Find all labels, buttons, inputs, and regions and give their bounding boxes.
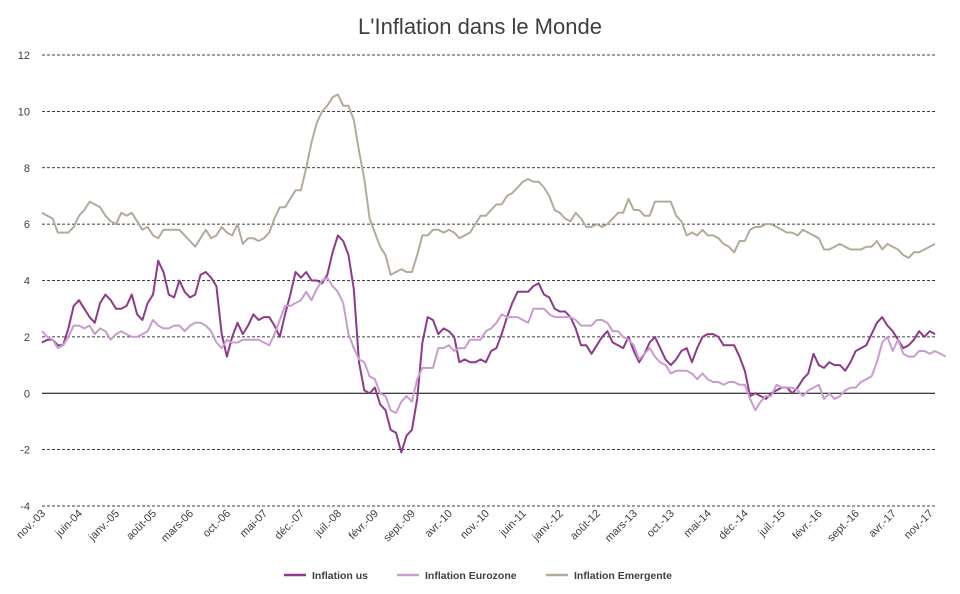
x-axis-tick-labels: nov.-03 juin-04 janv.-05 août-05 mars-06 oct.… (14, 508, 936, 545)
y-tick-label: 8 (24, 163, 30, 175)
x-tick-label: avr.-17 (867, 508, 899, 540)
x-tick-label: août-05 (124, 508, 159, 543)
y-tick-label: 0 (24, 388, 30, 400)
chart-title: L'Inflation dans le Monde (358, 14, 602, 39)
y-tick-label: -2 (20, 445, 30, 457)
x-tick-label: mai-07 (238, 508, 270, 540)
x-tick-label: sept.-09 (381, 508, 418, 545)
x-tick-label: févr.-09 (347, 508, 381, 542)
x-tick-label: oct.-13 (645, 508, 677, 540)
x-tick-label: août-12 (568, 508, 603, 543)
x-tick-label: sept.-16 (825, 508, 862, 545)
series-line-1 (41, 234, 936, 454)
series-lines (41, 93, 947, 454)
x-tick-label: juin-04 (53, 508, 86, 541)
x-tick-label: nov.-17 (902, 508, 936, 542)
y-tick-label: -4 (20, 501, 30, 513)
x-tick-label: déc.-14 (716, 508, 750, 542)
x-tick-label: juil.-08 (312, 508, 344, 540)
grid-lines (42, 54, 935, 507)
x-tick-label: janv.-12 (530, 508, 566, 544)
series-line-2 (41, 276, 947, 414)
x-tick-label: janv.-05 (86, 508, 122, 544)
legend-label: Inflation Eurozone (425, 570, 517, 582)
x-tick-label: avr.-10 (423, 508, 455, 540)
legend-label: Inflation Emergente (574, 570, 672, 582)
x-tick-label: févr.-16 (790, 508, 824, 542)
x-tick-label: mai-14 (682, 508, 714, 540)
y-axis-tick-labels: -4 -2 0 2 4 6 8 10 12 (18, 50, 30, 513)
x-tick-label: déc.-07 (273, 508, 307, 542)
y-tick-label: 2 (24, 332, 30, 344)
y-tick-label: 12 (18, 50, 30, 62)
x-tick-label: juin-11 (497, 508, 529, 540)
x-tick-label: mars-06 (159, 508, 196, 545)
legend-label: Inflation us (312, 570, 368, 582)
legend: Inflation us Inflation Eurozone Inflation … (284, 570, 672, 582)
x-tick-label: nov.-10 (458, 508, 492, 542)
series-line-3 (41, 93, 936, 276)
y-tick-label: 4 (24, 276, 30, 288)
y-tick-label: 10 (18, 106, 30, 118)
x-tick-label: juil.-15 (756, 508, 788, 540)
y-tick-label: 6 (24, 219, 30, 231)
x-tick-label: oct.-06 (201, 508, 233, 540)
x-tick-label: mars-13 (603, 508, 640, 545)
